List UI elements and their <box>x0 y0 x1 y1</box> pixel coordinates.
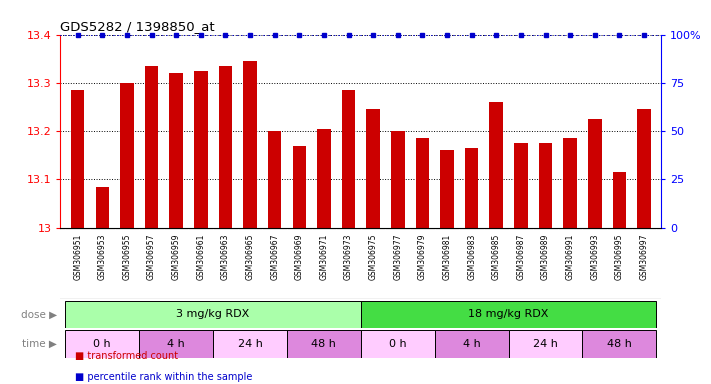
Bar <box>489 102 503 228</box>
Bar <box>71 90 85 228</box>
Bar <box>95 187 109 228</box>
Text: 0 h: 0 h <box>93 339 111 349</box>
Text: GSM306951: GSM306951 <box>73 233 82 280</box>
Bar <box>145 66 159 228</box>
Bar <box>416 138 429 228</box>
Bar <box>65 330 139 358</box>
Text: GSM306973: GSM306973 <box>344 233 353 280</box>
Text: 48 h: 48 h <box>607 339 632 349</box>
Bar <box>287 330 361 358</box>
Text: 3 mg/kg RDX: 3 mg/kg RDX <box>176 310 250 319</box>
Text: 18 mg/kg RDX: 18 mg/kg RDX <box>469 310 549 319</box>
Text: GSM306955: GSM306955 <box>122 233 132 280</box>
Text: 4 h: 4 h <box>463 339 481 349</box>
Text: GSM306967: GSM306967 <box>270 233 279 280</box>
Text: time ▶: time ▶ <box>22 339 57 349</box>
Text: GDS5282 / 1398850_at: GDS5282 / 1398850_at <box>60 20 215 33</box>
Text: 48 h: 48 h <box>311 339 336 349</box>
Text: GSM306959: GSM306959 <box>171 233 181 280</box>
Bar <box>613 172 626 228</box>
Bar <box>342 90 356 228</box>
Bar <box>563 138 577 228</box>
Bar <box>120 83 134 228</box>
Bar <box>366 109 380 228</box>
Bar <box>361 301 656 328</box>
Bar <box>588 119 602 228</box>
Text: ■ percentile rank within the sample: ■ percentile rank within the sample <box>75 372 252 382</box>
Bar <box>292 146 306 228</box>
Text: GSM306985: GSM306985 <box>492 233 501 280</box>
Bar <box>243 61 257 228</box>
Text: 24 h: 24 h <box>237 339 262 349</box>
Bar <box>219 66 232 228</box>
Text: GSM306997: GSM306997 <box>639 233 648 280</box>
Bar <box>582 330 656 358</box>
Bar <box>317 129 331 228</box>
Text: GSM306979: GSM306979 <box>418 233 427 280</box>
Text: GSM306995: GSM306995 <box>615 233 624 280</box>
Bar <box>194 71 208 228</box>
Bar <box>514 143 528 228</box>
Text: GSM306975: GSM306975 <box>368 233 378 280</box>
Bar <box>637 109 651 228</box>
Bar <box>139 330 213 358</box>
Text: GSM306971: GSM306971 <box>319 233 328 280</box>
Bar <box>440 151 454 228</box>
Text: GSM306953: GSM306953 <box>98 233 107 280</box>
Text: dose ▶: dose ▶ <box>21 310 57 319</box>
Bar <box>268 131 282 228</box>
Bar <box>361 330 434 358</box>
Text: 24 h: 24 h <box>533 339 558 349</box>
Bar <box>434 330 508 358</box>
Bar <box>465 148 479 228</box>
Text: GSM306991: GSM306991 <box>566 233 574 280</box>
Text: 0 h: 0 h <box>389 339 407 349</box>
Text: GSM306983: GSM306983 <box>467 233 476 280</box>
Text: GSM306977: GSM306977 <box>393 233 402 280</box>
Text: 4 h: 4 h <box>167 339 185 349</box>
Text: ■ transformed count: ■ transformed count <box>75 351 178 361</box>
Text: GSM306965: GSM306965 <box>245 233 255 280</box>
Text: GSM306981: GSM306981 <box>442 233 451 280</box>
Text: GSM306957: GSM306957 <box>147 233 156 280</box>
Text: GSM306989: GSM306989 <box>541 233 550 280</box>
Bar <box>539 143 552 228</box>
Text: GSM306969: GSM306969 <box>295 233 304 280</box>
Bar <box>65 301 361 328</box>
Bar <box>508 330 582 358</box>
Bar <box>169 73 183 228</box>
Text: GSM306993: GSM306993 <box>590 233 599 280</box>
Text: GSM306961: GSM306961 <box>196 233 205 280</box>
Text: GSM306963: GSM306963 <box>221 233 230 280</box>
Bar <box>391 131 405 228</box>
Bar <box>213 330 287 358</box>
Text: GSM306987: GSM306987 <box>516 233 525 280</box>
